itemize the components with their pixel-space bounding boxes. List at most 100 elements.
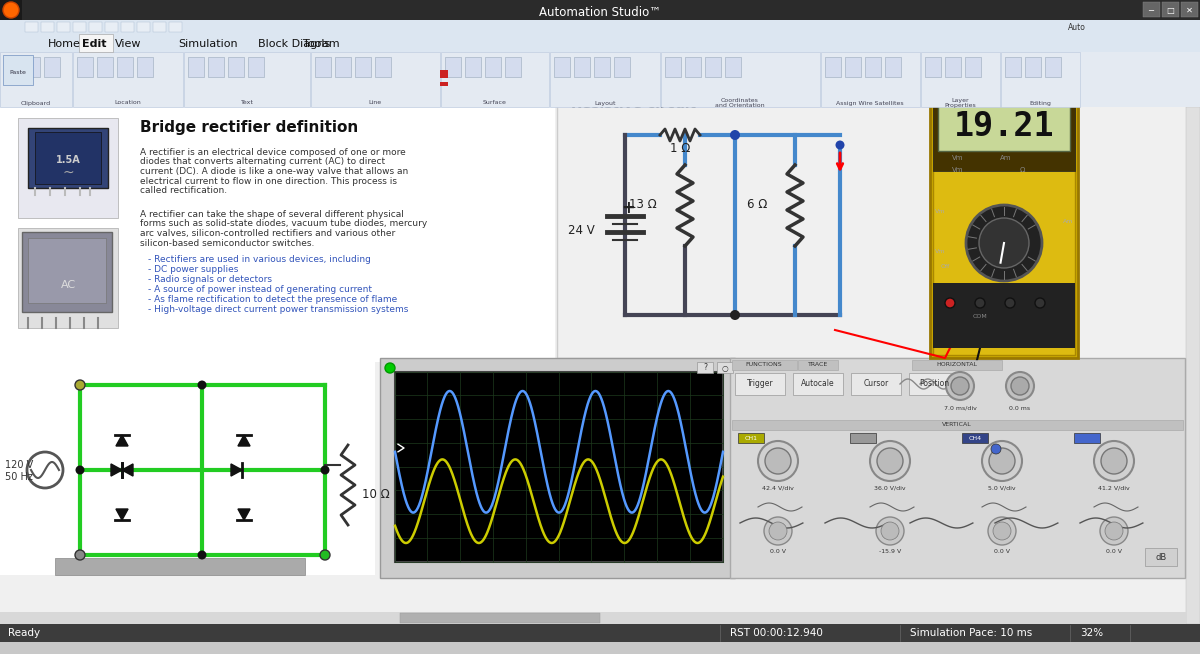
Text: Off: Off <box>941 264 949 269</box>
Bar <box>851 373 901 395</box>
Polygon shape <box>116 509 128 520</box>
Bar <box>400 613 600 623</box>
Text: Ready: Ready <box>8 628 40 638</box>
Bar <box>925 57 941 77</box>
Bar <box>485 57 502 77</box>
Text: Surface: Surface <box>484 101 506 105</box>
Bar <box>106 22 118 32</box>
Circle shape <box>1100 517 1128 545</box>
Text: Position: Position <box>919 379 949 388</box>
Text: - High-voltage direct current power transmission systems: - High-voltage direct current power tran… <box>148 305 408 314</box>
Bar <box>445 57 461 77</box>
Text: Block Diagram: Block Diagram <box>258 39 340 49</box>
Circle shape <box>76 466 84 475</box>
Circle shape <box>988 517 1016 545</box>
Circle shape <box>952 377 970 395</box>
Circle shape <box>1094 441 1134 481</box>
Bar <box>505 57 521 77</box>
Bar <box>466 57 481 77</box>
Text: Vm: Vm <box>952 155 964 161</box>
Bar <box>2 55 34 85</box>
Text: Am: Am <box>1000 155 1012 161</box>
Circle shape <box>730 310 740 320</box>
Circle shape <box>870 441 910 481</box>
Circle shape <box>989 448 1015 474</box>
Polygon shape <box>238 435 250 446</box>
Text: Vm: Vm <box>935 209 946 214</box>
Bar <box>0 34 1200 52</box>
Text: 0.0 V: 0.0 V <box>770 549 786 554</box>
Bar <box>355 57 371 77</box>
Bar <box>732 420 1183 430</box>
Circle shape <box>764 517 792 545</box>
Text: 13 Ω: 13 Ω <box>629 199 658 211</box>
Circle shape <box>198 381 206 390</box>
Text: arc valves, silicon-controlled rectifiers and various other: arc valves, silicon-controlled rectifier… <box>140 229 395 238</box>
Text: ○: ○ <box>721 364 728 373</box>
Text: diodes that converts alternating current (AC) to direct: diodes that converts alternating current… <box>140 158 385 167</box>
Bar <box>89 22 102 32</box>
Bar <box>594 57 610 77</box>
Circle shape <box>2 2 19 18</box>
Text: current (DC). A diode is like a one-way valve that allows an: current (DC). A diode is like a one-way … <box>140 167 408 176</box>
Bar <box>826 57 841 77</box>
Bar <box>248 57 264 77</box>
Text: Autocale: Autocale <box>802 379 835 388</box>
Circle shape <box>881 522 899 540</box>
Circle shape <box>766 448 791 474</box>
Bar <box>0 360 374 575</box>
Text: A rectifier can take the shape of several different physical: A rectifier can take the shape of severa… <box>140 210 404 219</box>
Bar <box>335 57 352 77</box>
Circle shape <box>991 444 1001 454</box>
Bar <box>0 52 72 107</box>
Bar <box>821 52 920 107</box>
Circle shape <box>1006 372 1034 400</box>
Circle shape <box>769 522 787 540</box>
Bar <box>440 82 448 86</box>
Text: Assign Wire Satellites: Assign Wire Satellites <box>836 101 904 105</box>
Bar <box>1045 57 1061 77</box>
Bar <box>97 57 113 77</box>
Bar <box>1025 57 1042 77</box>
Circle shape <box>730 130 740 140</box>
Text: Vm: Vm <box>935 249 946 254</box>
Text: Ω: Ω <box>1020 167 1025 173</box>
Bar <box>718 362 733 373</box>
Text: COM: COM <box>973 314 988 319</box>
Bar <box>440 70 448 78</box>
Bar <box>0 0 22 20</box>
Text: RST 00:00:12.940: RST 00:00:12.940 <box>730 628 823 638</box>
Text: 41.2 V/div: 41.2 V/div <box>1098 485 1130 490</box>
Text: 24 V: 24 V <box>569 224 595 237</box>
Bar <box>374 57 391 77</box>
Bar <box>18 228 118 328</box>
Text: Editing: Editing <box>1030 101 1051 105</box>
Text: Line: Line <box>368 101 382 105</box>
Bar <box>311 52 440 107</box>
Bar <box>35 132 101 184</box>
Bar <box>845 57 862 77</box>
Text: - A source of power instead of generating current: - A source of power instead of generatin… <box>148 285 372 294</box>
Circle shape <box>877 448 904 474</box>
Circle shape <box>994 522 1010 540</box>
Bar <box>665 57 682 77</box>
Polygon shape <box>116 435 128 446</box>
Bar <box>44 57 60 77</box>
Text: dB: dB <box>1156 553 1166 562</box>
Bar <box>18 118 118 218</box>
Text: - As flame rectification to detect the presence of flame: - As flame rectification to detect the p… <box>148 295 397 304</box>
Text: 10 Ω: 10 Ω <box>362 489 390 502</box>
Bar <box>554 57 570 77</box>
Bar <box>208 57 224 77</box>
Polygon shape <box>230 464 242 476</box>
Text: electrical current to flow in one direction. This process is: electrical current to flow in one direct… <box>140 177 397 186</box>
Bar <box>0 0 1200 20</box>
Text: - Radio signals or detectors: - Radio signals or detectors <box>148 275 272 284</box>
Bar <box>1142 2 1160 17</box>
Bar <box>0 52 1200 107</box>
Bar <box>865 57 881 77</box>
Bar <box>922 52 1000 107</box>
Text: forms such as solid-state diodes, vacuum tube diodes, mercury: forms such as solid-state diodes, vacuum… <box>140 220 427 228</box>
Circle shape <box>758 441 798 481</box>
Text: 1 Ω: 1 Ω <box>670 143 690 156</box>
